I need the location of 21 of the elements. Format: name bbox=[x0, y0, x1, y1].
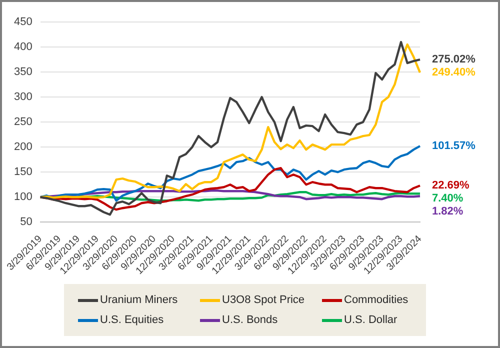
annotation: 7.40% bbox=[432, 192, 464, 205]
legend-label: Commodities bbox=[344, 294, 408, 306]
legend-label: U.S. Equities bbox=[100, 314, 164, 326]
y-tick-label: 150 bbox=[14, 166, 32, 178]
annotation: 22.69% bbox=[432, 180, 470, 192]
annotation: 101.57% bbox=[432, 140, 476, 152]
y-tick-label: 200 bbox=[14, 141, 32, 154]
legend-label: U3O8 Spot Price bbox=[222, 294, 305, 306]
y-tick-label: 300 bbox=[14, 91, 32, 104]
y-tick-label: 100 bbox=[14, 191, 32, 204]
annotation: 275.02% bbox=[432, 54, 476, 66]
y-tick-label: 350 bbox=[14, 66, 32, 78]
annotation: 1.82% bbox=[432, 206, 464, 218]
legend-label: Uranium Miners bbox=[100, 294, 178, 306]
legend-label: U.S. Bonds bbox=[222, 314, 278, 326]
y-tick-label: 50 bbox=[20, 216, 32, 228]
legend-label: U.S. Dollar bbox=[344, 314, 398, 326]
y-tick-label: 400 bbox=[14, 41, 32, 54]
y-tick-label: 250 bbox=[14, 116, 32, 128]
y-tick-label: 450 bbox=[14, 16, 32, 28]
annotation: 249.40% bbox=[432, 66, 476, 79]
